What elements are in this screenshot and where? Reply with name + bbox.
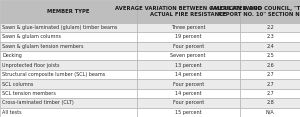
Bar xyxy=(136,32,240,42)
Text: Four percent: Four percent xyxy=(172,100,204,105)
Bar xyxy=(0,60,136,70)
Bar xyxy=(240,60,300,70)
Text: Four percent: Four percent xyxy=(172,82,204,87)
Text: 2.6: 2.6 xyxy=(266,63,274,68)
Text: AMERICAN WOOD COUNCIL, "TECHNICAL
REPORT NO. 10" SECTION NUMBER: AMERICAN WOOD COUNCIL, "TECHNICAL REPORT… xyxy=(210,6,300,17)
Text: AVERAGE VARIATION BETWEEN CALCULATED AND
ACTUAL FIRE RESISTANCE: AVERAGE VARIATION BETWEEN CALCULATED AND… xyxy=(115,6,262,17)
Text: 2.7: 2.7 xyxy=(266,72,274,77)
Bar xyxy=(136,79,240,89)
Text: Three percent: Three percent xyxy=(171,25,206,30)
Bar xyxy=(0,32,136,42)
Bar xyxy=(0,108,136,117)
Bar xyxy=(240,51,300,60)
Text: Unprotected floor joists: Unprotected floor joists xyxy=(2,63,60,68)
Bar xyxy=(0,0,136,23)
Bar xyxy=(240,108,300,117)
Text: 13 percent: 13 percent xyxy=(175,63,202,68)
Text: Seven percent: Seven percent xyxy=(170,53,206,58)
Text: MEMBER TYPE: MEMBER TYPE xyxy=(47,9,89,14)
Text: 2.5: 2.5 xyxy=(266,53,274,58)
Text: 19 percent: 19 percent xyxy=(175,34,202,39)
Text: Decking: Decking xyxy=(2,53,22,58)
Text: All tests: All tests xyxy=(2,110,22,115)
Bar xyxy=(0,89,136,98)
Bar xyxy=(136,60,240,70)
Bar xyxy=(240,23,300,32)
Text: Four percent: Four percent xyxy=(172,44,204,49)
Text: Cross-laminated timber (CLT): Cross-laminated timber (CLT) xyxy=(2,100,74,105)
Text: Sawn & glulam tension members: Sawn & glulam tension members xyxy=(2,44,84,49)
Bar xyxy=(0,98,136,108)
Text: N/A: N/A xyxy=(266,110,274,115)
Bar xyxy=(136,51,240,60)
Text: 2.4: 2.4 xyxy=(266,44,274,49)
Text: SCL columns: SCL columns xyxy=(2,82,34,87)
Bar xyxy=(136,89,240,98)
Bar xyxy=(0,70,136,79)
Bar xyxy=(240,70,300,79)
Bar xyxy=(240,89,300,98)
Text: 2.7: 2.7 xyxy=(266,82,274,87)
Text: SCL tension members: SCL tension members xyxy=(2,91,56,96)
Text: Structural composite lumber (SCL) beams: Structural composite lumber (SCL) beams xyxy=(2,72,106,77)
Bar xyxy=(136,70,240,79)
Text: 2.3: 2.3 xyxy=(266,34,274,39)
Bar xyxy=(136,98,240,108)
Text: 14 percent: 14 percent xyxy=(175,72,202,77)
Text: 15 percent: 15 percent xyxy=(175,110,202,115)
Bar xyxy=(136,0,240,23)
Bar xyxy=(0,79,136,89)
Text: 2.7: 2.7 xyxy=(266,91,274,96)
Bar xyxy=(0,42,136,51)
Bar xyxy=(240,98,300,108)
Text: Sawn & glue-laminated (glulam) timber beams: Sawn & glue-laminated (glulam) timber be… xyxy=(2,25,118,30)
Text: 2.8: 2.8 xyxy=(266,100,274,105)
Text: 14 percent: 14 percent xyxy=(175,91,202,96)
Text: Sawn & glulam columns: Sawn & glulam columns xyxy=(2,34,61,39)
Bar xyxy=(136,23,240,32)
Bar xyxy=(240,0,300,23)
Bar xyxy=(240,42,300,51)
Bar xyxy=(0,51,136,60)
Text: 2.2: 2.2 xyxy=(266,25,274,30)
Bar xyxy=(0,23,136,32)
Bar xyxy=(136,108,240,117)
Bar xyxy=(136,42,240,51)
Bar xyxy=(240,79,300,89)
Bar xyxy=(240,32,300,42)
